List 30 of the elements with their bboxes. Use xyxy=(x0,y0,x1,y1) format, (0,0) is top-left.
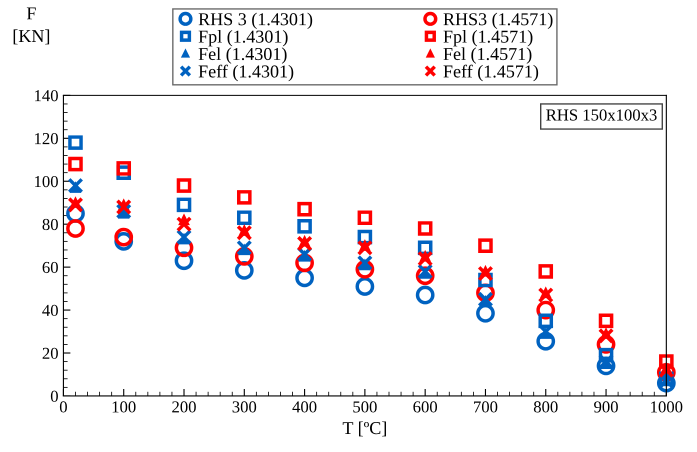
y-tick-label: 100 xyxy=(35,176,58,188)
legend-label: RHS3 (1.4571) xyxy=(443,12,553,29)
x-tick-label: 300 xyxy=(232,401,256,413)
x-tick-label: 600 xyxy=(413,401,438,413)
y-tick-label: 0 xyxy=(50,390,58,402)
y-tick-label: 60 xyxy=(42,262,58,274)
legend-label: RHS 3 (1.4301) xyxy=(198,12,312,29)
legend-label: Feff (1.4571) xyxy=(443,64,538,82)
y-tick-label: 120 xyxy=(35,133,58,144)
annotation: RHS 150x100x3 xyxy=(546,109,657,121)
x-tick-label: 0 xyxy=(60,401,67,413)
y-tick-label: 80 xyxy=(42,218,58,230)
y-tick-label: 140 xyxy=(35,90,58,102)
legend-label: Fpl (1.4571) xyxy=(443,30,532,46)
legend-label: Feff (1.4301) xyxy=(198,64,294,82)
x-tick-label: 500 xyxy=(353,401,377,413)
legend-label: Fpl (1.4301) xyxy=(198,30,288,46)
x-tick-label: 800 xyxy=(534,401,558,413)
y-axis-title: F [KN] xyxy=(14,7,50,44)
y-tick-label: 40 xyxy=(42,304,58,316)
x-tick-label: 900 xyxy=(594,401,618,413)
x-tick-label: 1000 xyxy=(651,401,682,413)
legend-label: Fel (1.4301) xyxy=(198,47,287,64)
x-tick-label: 700 xyxy=(474,401,498,413)
x-axis-title: T [ºC] xyxy=(342,421,386,436)
x-tick-label: 200 xyxy=(172,401,196,413)
y-tick-label: 20 xyxy=(42,348,58,359)
x-tick-label: 100 xyxy=(112,401,136,413)
legend-label: Fel (1.4571) xyxy=(443,47,532,64)
x-tick-label: 400 xyxy=(292,401,316,413)
